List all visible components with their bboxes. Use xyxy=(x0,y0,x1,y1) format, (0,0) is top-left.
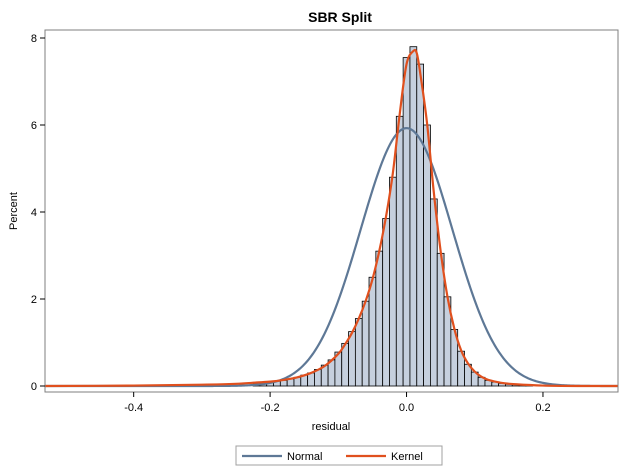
chart-title: SBR Split xyxy=(308,9,372,25)
legend-label-kernel: Kernel xyxy=(391,451,423,463)
legend: Normal Kernel xyxy=(235,445,443,466)
y-axis: 0 2 4 6 8 xyxy=(31,33,45,393)
y-tick-label: 2 xyxy=(31,294,37,306)
x-tick-label: -0.2 xyxy=(261,402,280,414)
x-tick-label: 0.0 xyxy=(399,402,414,414)
histogram-bar xyxy=(375,250,384,387)
y-tick-label: 6 xyxy=(31,120,37,132)
x-tick-label: 0.2 xyxy=(535,402,550,414)
histogram-bar xyxy=(389,176,397,387)
histogram-bar xyxy=(395,115,404,387)
y-tick-label: 0 xyxy=(31,381,37,393)
histogram-bar xyxy=(348,331,356,387)
histogram-bar xyxy=(430,198,438,387)
x-axis: -0.4 -0.2 0.0 0.2 xyxy=(124,392,551,414)
y-axis-label: Percent xyxy=(8,192,20,230)
histogram-bar xyxy=(416,63,424,387)
histogram-bar xyxy=(368,276,377,387)
histogram-bar xyxy=(423,124,431,387)
histogram-bar xyxy=(382,218,390,387)
normal-curve xyxy=(45,127,618,388)
histogram-bar xyxy=(402,57,411,387)
plot-area-frame xyxy=(44,29,619,393)
y-tick-label: 4 xyxy=(31,207,37,219)
kernel-curve xyxy=(44,48,618,388)
legend-frame xyxy=(235,445,443,466)
x-tick-label: -0.4 xyxy=(124,402,143,414)
histogram-bar xyxy=(354,318,363,387)
x-axis-label: residual xyxy=(312,421,351,433)
histogram-bar xyxy=(361,300,370,387)
y-tick-label: 8 xyxy=(31,33,37,45)
histogram-bars xyxy=(252,46,534,387)
histogram-bar xyxy=(409,46,418,387)
legend-label-normal: Normal xyxy=(287,451,322,463)
density-curves xyxy=(44,48,618,388)
